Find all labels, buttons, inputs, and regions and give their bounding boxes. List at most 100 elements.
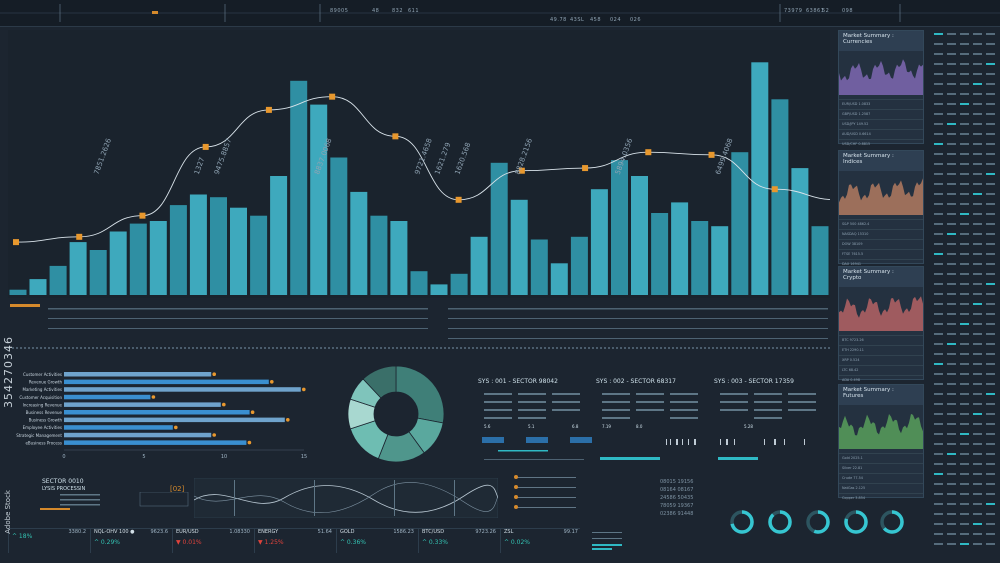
grid-cell [960,443,969,445]
market-summary-row[interactable]: ADA 0.498 [839,375,923,385]
grid-cell [986,33,995,35]
main-chart-point [582,165,589,172]
grid-cell [986,313,995,315]
hbar-tick-label: 10 [221,454,227,460]
grid-cell [960,413,969,415]
market-summary-row[interactable]: ETH 2290.11 [839,345,923,355]
market-summary-row[interactable]: S&P 500 4862.4 [839,219,923,229]
grid-cell [973,63,982,65]
grid-cell [947,433,956,435]
market-summary-row[interactable]: NASDAQ 15310 [839,229,923,239]
hbar-label: Increasing Revenue [23,402,63,407]
ticker-item[interactable]: ENERGY 51.64 ▼ 1.25% [254,529,336,553]
main-chart-bar [611,160,628,295]
grid-cell [947,383,956,385]
grid-cell [986,403,995,405]
hbar-label: Revenue Growth [29,380,63,385]
market-summary-row[interactable]: LTC 68.42 [839,365,923,375]
ticker-item[interactable]: GOLD 1586.23 ^ 0.36% [336,529,418,553]
sector-panel: SECTOR 0010 LYSIS PROCESSIN [02] [30,476,190,516]
market-summary-futures[interactable]: Market Summary : Futures Gold 2025.1 Silver… [838,384,924,500]
ticker-item[interactable]: EUR/USD 1.08330 ▼ 0.01% [172,529,254,553]
grid-cell [960,423,969,425]
grid-cell [934,513,943,515]
market-summary-indices[interactable]: Market Summary : Indices S&P 500 4862.4 NAS… [838,150,924,266]
grid-cell [960,473,969,475]
grid-cell [947,93,956,95]
grid-cell [973,123,982,125]
main-chart-point [76,233,83,240]
grid-cell [947,353,956,355]
ticker-name: ZSL [504,529,514,535]
ticker-value: 9623.6 [150,529,169,535]
ticker-name: NQL-OHV 100 ● [94,529,135,535]
grid-cell [960,193,969,195]
market-summary-subtitle: Crypto [843,275,862,281]
ticker-change: ▼ 1.25% [258,539,284,546]
top-readout-5: 73979 [784,8,803,14]
market-summary-row[interactable]: USD/JPY 149.52 [839,119,923,129]
grid-cell [947,273,956,275]
market-summary-row[interactable]: Crude 77.54 [839,473,923,483]
ticker-item[interactable]: 3380.2 ^ 18% [8,529,90,553]
market-summary-currencies[interactable]: Market Summary : Currencies EUR/USD 1.0833… [838,30,924,146]
hbar-marker [174,425,178,430]
market-summary-row[interactable]: GBP/USD 1.2587 [839,109,923,119]
market-summary-row[interactable]: BTC 9723.26 [839,335,923,345]
main-chart-bar [651,213,669,295]
grid-cell [934,483,943,485]
main-chart-bar [169,205,187,295]
grid-cell [973,33,982,35]
grid-cell [973,503,982,505]
market-summary-crypto[interactable]: Market Summary : Crypto BTC 9723.26 ETH 229… [838,266,924,382]
ticker-value: 99.17 [563,529,578,535]
sys-panel-1-tag-2: 5.1 [528,424,535,429]
ticker-item[interactable]: BTC/USD 9723.26 ^ 0.33% [418,529,500,553]
grid-cell [973,363,982,365]
grid-cell [973,453,982,455]
grid-cell [934,173,943,175]
ticker-item[interactable]: ZSL 99.17 ^ 0.02% [500,529,582,553]
market-summary-column: Market Summary : Currencies EUR/USD 1.0833… [838,30,924,500]
ticker-item[interactable]: NQL-OHV 100 ● 9623.6 ^ 0.29% [90,529,172,553]
grid-cell [934,193,943,195]
grid-cell [986,193,995,195]
market-summary-row[interactable]: DOW 38109 [839,239,923,249]
grid-cell [947,293,956,295]
grid-cell [973,313,982,315]
grid-cell [960,523,969,525]
market-summary-row[interactable]: AUD/USD 0.6614 [839,129,923,139]
grid-cell [960,543,969,545]
number-row-5: 02386 91448 [660,511,694,517]
grid-cell [960,503,969,505]
main-chart-bar [631,176,648,295]
grid-cell [973,523,982,525]
market-summary-row[interactable]: FTSE 7615.5 [839,249,923,259]
grid-cell [947,133,956,135]
grid-cell [947,233,956,235]
grid-cell [986,83,995,85]
grid-cell [947,173,956,175]
market-summary-row[interactable]: USD/CHF 0.8815 [839,139,923,149]
market-summary-row[interactable]: DAX 16941 [839,259,923,269]
grid-cell [986,453,995,455]
market-summary-row[interactable]: NatGas 2.125 [839,483,923,493]
grid-cell [986,63,995,65]
market-summary-row[interactable]: Copper 3.854 [839,493,923,503]
top-readout-10: 024 [610,17,622,23]
main-chart-bar [430,284,448,295]
grid-cell [960,173,969,175]
grid-cell [947,513,956,515]
market-summary-row[interactable]: EUR/USD 1.0833 [839,99,923,109]
main-chart-bar [69,242,87,295]
market-summary-row[interactable]: Gold 2025.1 [839,453,923,463]
market-summary-row[interactable]: XRP 0.524 [839,355,923,365]
grid-cell [973,283,982,285]
top-readout-8: 098 [842,8,854,14]
market-summary-row[interactable]: Silver 22.81 [839,463,923,473]
hbar-label: Employee Activities [23,425,62,430]
grid-cell [934,163,943,165]
grid-cell [960,493,969,495]
grid-cell [986,253,995,255]
grid-cell [973,83,982,85]
